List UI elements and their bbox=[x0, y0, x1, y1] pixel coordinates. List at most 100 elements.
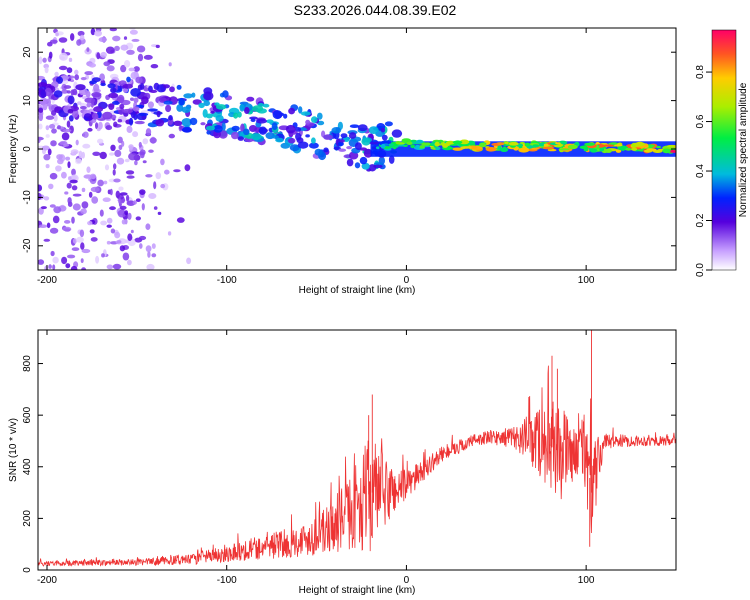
spectrogram-blob bbox=[243, 128, 250, 136]
spectrogram-blob bbox=[134, 160, 138, 166]
spectrogram-blob bbox=[186, 257, 192, 265]
spectrogram-blob bbox=[100, 82, 106, 87]
spectrogram-blob bbox=[136, 45, 146, 53]
spectrogram-blob bbox=[79, 34, 85, 41]
spectrogram-blob bbox=[80, 106, 87, 110]
spectrogram-blob bbox=[113, 121, 118, 128]
spectrogram-blob bbox=[38, 184, 43, 192]
spectrogram-blob bbox=[262, 103, 270, 108]
spectrogram-blob bbox=[130, 97, 134, 101]
spectrogram-blob bbox=[206, 130, 211, 135]
spectrogram-blob bbox=[120, 64, 127, 73]
carrier-blob bbox=[589, 148, 598, 153]
spectrogram-blob bbox=[105, 46, 115, 54]
spectrogram-blob bbox=[106, 217, 113, 224]
spectrogram-blob bbox=[118, 144, 123, 151]
spectrogram-blob bbox=[349, 124, 360, 128]
spectrogram-blob bbox=[119, 205, 127, 210]
spectrogram-blob bbox=[124, 158, 130, 163]
carrier-blob bbox=[558, 148, 570, 151]
spectrogram-blob bbox=[244, 107, 250, 114]
spectrogram-blob bbox=[182, 126, 192, 133]
spectrogram-blob bbox=[346, 146, 352, 150]
carrier-blob bbox=[599, 148, 605, 152]
spectrogram-blob bbox=[42, 57, 47, 63]
spectrogram-blob bbox=[233, 112, 239, 119]
spectrogram-blob bbox=[213, 124, 223, 133]
carrier-blob bbox=[410, 144, 416, 149]
colorbar-tick-label: 0.6 bbox=[695, 114, 706, 128]
spectrogram-blob bbox=[135, 198, 141, 202]
carrier-blob bbox=[452, 147, 463, 151]
spectrogram-blob bbox=[285, 124, 296, 134]
spectrogram-blob bbox=[66, 182, 72, 189]
spectrogram-blob bbox=[61, 89, 69, 94]
carrier-blob bbox=[442, 143, 449, 148]
y-tick-label: -10 bbox=[22, 190, 33, 205]
spectrogram-blob bbox=[206, 113, 213, 119]
spectrogram-blob bbox=[119, 103, 125, 110]
spectrogram-blob bbox=[99, 209, 104, 217]
carrier-blob bbox=[510, 145, 516, 148]
spectrogram-blob bbox=[127, 212, 132, 220]
spectrogram-blob bbox=[272, 110, 283, 120]
spectrogram-blob bbox=[70, 265, 78, 270]
y-tick-label: 200 bbox=[22, 510, 33, 527]
carrier-blob bbox=[643, 149, 653, 153]
spectrogram-blob bbox=[348, 151, 359, 160]
y-tick-label: 400 bbox=[22, 458, 33, 475]
spectrogram-blob bbox=[45, 164, 50, 169]
spectrogram-blob bbox=[340, 133, 348, 139]
spectrogram-blob bbox=[110, 87, 117, 94]
spectrogram-marks bbox=[38, 28, 676, 270]
spectrogram-blob bbox=[52, 264, 56, 270]
y-tick-label: 20 bbox=[22, 46, 33, 58]
spectrogram-blob bbox=[391, 129, 403, 138]
spectrogram-blob bbox=[102, 197, 111, 202]
colorbar-tick-label: 0.8 bbox=[695, 65, 706, 79]
spectrogram-blob bbox=[71, 247, 80, 252]
carrier-blob bbox=[375, 146, 381, 150]
snr-axes: -200 -100 0 100 0 200 400 600 800 Height of strai… bbox=[8, 330, 676, 596]
snr-panel: -200 -100 0 100 0 200 400 600 800 Height of strai… bbox=[8, 329, 677, 596]
spectrogram-blob bbox=[141, 96, 149, 105]
spectrogram-blob bbox=[246, 96, 255, 102]
spectrogram-blob bbox=[95, 255, 100, 264]
spectrogram-blob bbox=[95, 122, 99, 130]
spectrogram-blob bbox=[42, 103, 48, 111]
spectrogram-blob bbox=[53, 90, 63, 98]
spectrogram-blob bbox=[106, 65, 115, 72]
spectrogram-blob bbox=[40, 206, 47, 210]
spectrogram-blob bbox=[91, 92, 102, 98]
spectrogram-blob bbox=[167, 231, 172, 236]
spectrogram-blob bbox=[91, 196, 99, 204]
spectrogram-blob bbox=[67, 197, 72, 204]
spectrogram-blob bbox=[55, 165, 62, 172]
spectrogram-blob bbox=[126, 194, 130, 202]
spectrogram-blob bbox=[363, 148, 373, 158]
snr-frame bbox=[37, 329, 677, 571]
spectrogram-blob bbox=[89, 229, 95, 234]
spectrogram-blob bbox=[57, 158, 64, 165]
spectrogram-blob bbox=[122, 252, 130, 261]
carrier-blob bbox=[435, 146, 441, 151]
spectrogram-blob bbox=[126, 125, 133, 133]
spectrogram-blob bbox=[70, 149, 79, 155]
spectrogram-blob bbox=[38, 259, 45, 265]
spectrogram-blob bbox=[68, 176, 72, 181]
spectrogram-blob bbox=[116, 194, 124, 200]
carrier-blob bbox=[662, 148, 671, 154]
spectrogram-blob bbox=[106, 240, 111, 245]
spectrogram-blob bbox=[250, 133, 262, 141]
spectrogram-blob bbox=[124, 210, 129, 216]
spectrogram-blob bbox=[106, 224, 112, 228]
spectrogram-blob bbox=[75, 158, 82, 165]
x-tick-label: 0 bbox=[404, 275, 410, 286]
spectrogram-blob bbox=[218, 130, 228, 139]
spectrogram-blob bbox=[151, 253, 157, 258]
spectrogram-blob bbox=[298, 106, 303, 114]
spectrogram-blob bbox=[99, 151, 107, 160]
spectrogram-blob bbox=[163, 100, 173, 105]
spectrogram-blob bbox=[118, 198, 122, 205]
spectrogram-blob bbox=[86, 47, 90, 52]
